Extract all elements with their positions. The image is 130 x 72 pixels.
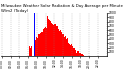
- Bar: [44, 26, 45, 56]
- Bar: [67, 38, 68, 56]
- Bar: [30, 48, 31, 56]
- Bar: [36, 37, 37, 56]
- Bar: [53, 24, 54, 56]
- Bar: [41, 32, 42, 56]
- Bar: [49, 20, 50, 56]
- Bar: [66, 39, 67, 56]
- Bar: [72, 46, 73, 56]
- Bar: [60, 30, 61, 56]
- Bar: [38, 34, 39, 56]
- Bar: [42, 32, 43, 56]
- Bar: [50, 21, 51, 56]
- Bar: [75, 50, 76, 56]
- Bar: [71, 44, 72, 56]
- Bar: [51, 23, 52, 56]
- Bar: [68, 41, 69, 56]
- Bar: [76, 53, 77, 56]
- Bar: [54, 24, 55, 56]
- Bar: [65, 36, 66, 56]
- Bar: [63, 34, 64, 56]
- Bar: [28, 47, 29, 56]
- Bar: [58, 29, 59, 56]
- Bar: [46, 28, 47, 56]
- Bar: [74, 48, 75, 56]
- Bar: [64, 37, 65, 56]
- Bar: [45, 27, 46, 56]
- Bar: [48, 19, 49, 56]
- Bar: [62, 34, 63, 56]
- Bar: [52, 22, 53, 56]
- Bar: [29, 46, 30, 56]
- Bar: [78, 51, 79, 56]
- Bar: [57, 26, 58, 56]
- Bar: [77, 51, 78, 56]
- Bar: [31, 46, 32, 56]
- Bar: [80, 53, 81, 56]
- Bar: [34, 44, 35, 56]
- Bar: [43, 29, 44, 56]
- Bar: [35, 40, 36, 56]
- Bar: [37, 38, 38, 56]
- Bar: [69, 44, 70, 56]
- Bar: [81, 54, 82, 56]
- Bar: [56, 26, 57, 56]
- Text: Milwaukee Weather Solar Radiation & Day Average per Minute W/m2 (Today): Milwaukee Weather Solar Radiation & Day …: [1, 4, 123, 13]
- Bar: [79, 53, 80, 56]
- Bar: [47, 16, 48, 56]
- Bar: [82, 54, 83, 56]
- Bar: [83, 55, 84, 56]
- Bar: [61, 32, 62, 56]
- Bar: [40, 33, 41, 56]
- Bar: [70, 46, 71, 56]
- Bar: [39, 34, 40, 56]
- Bar: [59, 31, 60, 56]
- Bar: [55, 24, 56, 56]
- Bar: [73, 48, 74, 56]
